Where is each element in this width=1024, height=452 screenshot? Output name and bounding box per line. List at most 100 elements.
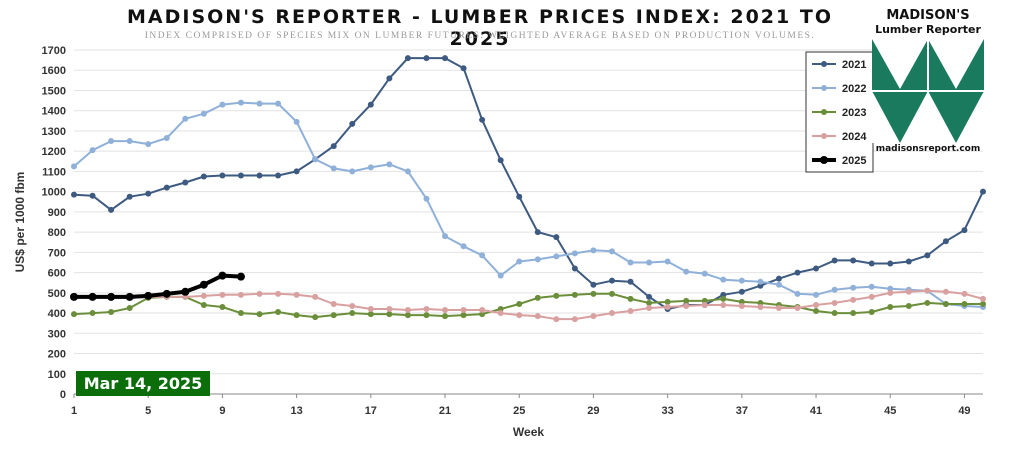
data-point-2024 — [367, 306, 374, 313]
data-point-2023 — [442, 313, 449, 320]
data-point-2024 — [256, 290, 263, 297]
data-point-2021 — [775, 275, 782, 282]
data-point-2024 — [423, 306, 430, 313]
data-point-2022 — [275, 100, 282, 107]
data-point-2021 — [627, 278, 634, 285]
data-point-2022 — [200, 110, 207, 117]
data-point-2021 — [349, 120, 356, 127]
data-point-2024 — [683, 302, 690, 309]
series-line-2024 — [74, 289, 984, 321]
data-point-2021 — [794, 269, 801, 276]
data-point-2021 — [590, 281, 597, 288]
data-point-2024 — [720, 301, 727, 308]
data-point-2023 — [664, 298, 671, 305]
data-point-2023 — [89, 310, 96, 317]
data-point-2021 — [442, 55, 449, 62]
data-point-2021 — [850, 257, 857, 264]
data-point-2021 — [516, 193, 523, 200]
data-point-2021 — [275, 172, 282, 179]
data-point-2025 — [218, 271, 227, 280]
data-point-2022 — [293, 118, 300, 125]
data-point-2025 — [125, 292, 134, 301]
x-axis-label: Week — [513, 425, 544, 439]
data-point-2022 — [479, 252, 486, 259]
data-point-2024 — [590, 313, 597, 320]
y-tick-label: 1300 — [42, 126, 66, 138]
data-point-2024 — [553, 316, 560, 323]
data-point-2023 — [423, 312, 430, 319]
data-point-2023 — [237, 310, 244, 317]
data-point-2021 — [386, 75, 393, 82]
brand-logo: MADISON'S Lumber Reporter madisonsreport… — [872, 8, 984, 158]
data-point-2022 — [497, 272, 504, 279]
data-point-2021 — [367, 101, 374, 108]
legend-label-2022: 2022 — [842, 83, 866, 95]
data-point-2024 — [738, 302, 745, 309]
legend-marker-2023 — [821, 109, 827, 115]
data-point-2023 — [367, 311, 374, 318]
x-tick-label: 29 — [587, 405, 599, 417]
data-point-2021 — [182, 179, 189, 186]
data-point-2023 — [71, 311, 77, 318]
tree-logo-icon — [872, 39, 984, 143]
y-axis-label: US$ per 1000 fbm — [13, 172, 27, 273]
data-point-2022 — [646, 259, 653, 266]
legend-label-2024: 2024 — [842, 131, 867, 143]
data-point-2025 — [236, 272, 245, 281]
legend-marker-2025 — [820, 156, 828, 164]
data-point-2024 — [460, 307, 467, 314]
data-point-2021 — [145, 190, 152, 197]
data-point-2022 — [312, 156, 319, 163]
data-point-2023 — [553, 292, 560, 299]
data-point-2022 — [571, 250, 578, 257]
data-point-2024 — [794, 305, 801, 311]
data-point-2023 — [850, 310, 857, 317]
data-point-2024 — [627, 308, 634, 315]
date-badge: Mar 14, 2025 — [76, 371, 210, 396]
data-point-2021 — [237, 172, 244, 179]
data-point-2025 — [144, 291, 153, 300]
data-point-2023 — [831, 310, 838, 317]
data-point-2023 — [608, 290, 615, 297]
legend-label-2025: 2025 — [842, 155, 866, 167]
data-point-2024 — [330, 300, 337, 307]
data-point-2022 — [349, 168, 356, 175]
legend-marker-2024 — [821, 133, 827, 139]
data-point-2021 — [293, 168, 300, 175]
data-point-2022 — [738, 277, 745, 284]
data-point-2021 — [608, 277, 615, 284]
data-point-2022 — [627, 259, 634, 266]
data-point-2022 — [460, 243, 467, 250]
data-point-2021 — [553, 234, 560, 241]
data-point-2021 — [534, 229, 541, 236]
x-tick-label: 9 — [219, 405, 225, 417]
data-point-2023 — [980, 300, 986, 307]
data-point-2023 — [275, 309, 282, 316]
data-point-2022 — [71, 163, 77, 170]
data-point-2022 — [386, 161, 393, 168]
data-point-2022 — [720, 276, 727, 283]
x-tick-label: 13 — [290, 405, 302, 417]
data-point-2021 — [646, 293, 653, 300]
chart-title: MADISON'S REPORTER - LUMBER PRICES INDEX… — [127, 6, 833, 50]
data-point-2022 — [534, 256, 541, 263]
data-point-2024 — [924, 287, 931, 294]
y-tick-label: 1500 — [42, 85, 66, 97]
data-point-2024 — [664, 303, 671, 310]
data-point-2022 — [608, 248, 615, 255]
data-point-2024 — [349, 302, 356, 309]
data-point-2024 — [831, 299, 838, 306]
data-point-2023 — [460, 312, 467, 319]
data-point-2023 — [312, 314, 319, 321]
data-point-2024 — [942, 288, 949, 295]
data-point-2023 — [571, 291, 578, 298]
data-point-2024 — [608, 310, 615, 317]
data-point-2023 — [219, 303, 226, 310]
data-point-2022 — [367, 164, 374, 171]
data-point-2024 — [200, 292, 207, 299]
data-point-2023 — [646, 299, 653, 306]
data-point-2023 — [942, 300, 949, 307]
data-point-2022 — [219, 101, 226, 108]
y-tick-label: 100 — [48, 369, 66, 381]
series-line-2025 — [74, 273, 242, 299]
